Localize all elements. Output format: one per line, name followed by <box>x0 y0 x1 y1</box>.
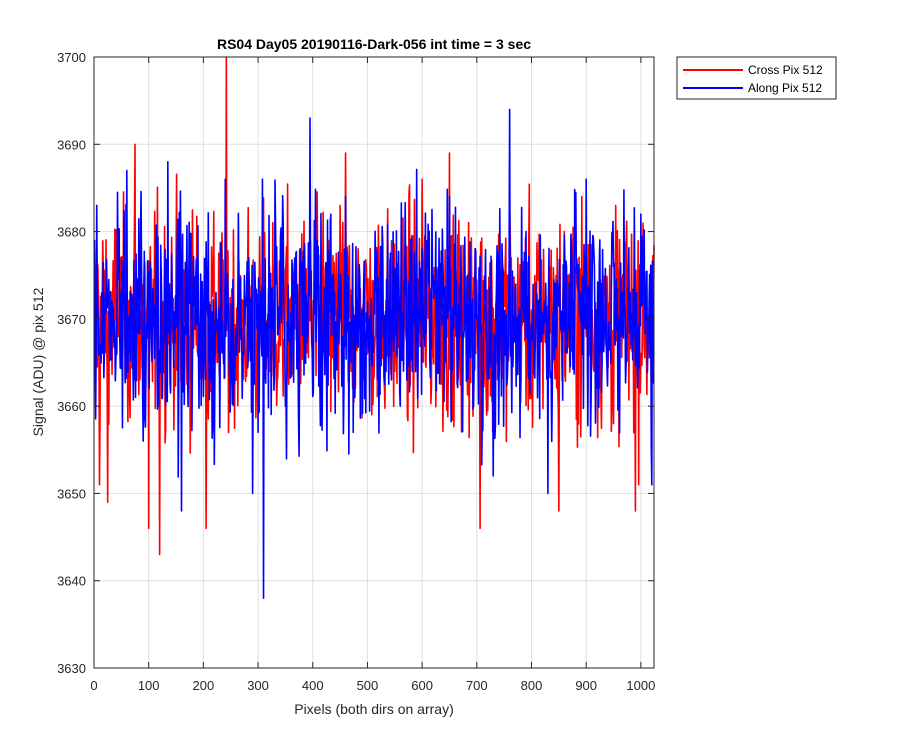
plot-frame <box>93 56 655 669</box>
x-tick-label: 300 <box>247 678 269 693</box>
y-tick-label: 3670 <box>57 312 86 327</box>
x-tick-label: 700 <box>466 678 488 693</box>
x-tick-label: 400 <box>302 678 324 693</box>
y-tick-label: 3700 <box>57 50 86 65</box>
x-tick-label: 200 <box>193 678 215 693</box>
series-line-along <box>93 108 655 599</box>
ticks: 0 100 200 300 400 500 600 700 800 900 1000 3630 3640… <box>57 50 655 693</box>
x-tick-label: 1000 <box>626 678 655 693</box>
x-tick-label: 800 <box>521 678 543 693</box>
y-tick-label: 3690 <box>57 137 86 152</box>
x-tick-label: 0 <box>90 678 97 693</box>
legend: Cross Pix 512 Along Pix 512 <box>676 56 837 100</box>
x-tick-label: 500 <box>357 678 379 693</box>
x-axis-label: Pixels (both dirs on array) <box>294 701 454 717</box>
x-tick-label: 600 <box>411 678 433 693</box>
chart-title: RS04 Day05 20190116-Dark-056 int time = … <box>217 36 531 52</box>
x-tick-label: 100 <box>138 678 160 693</box>
y-axis-label: Signal (ADU) @ pix 512 <box>30 287 46 436</box>
y-tick-label: 3630 <box>57 661 86 676</box>
y-tick-label: 3680 <box>57 225 86 240</box>
y-tick-label: 3660 <box>57 399 86 414</box>
y-tick-label: 3650 <box>57 486 86 501</box>
x-tick-label: 900 <box>575 678 597 693</box>
legend-box <box>676 56 837 100</box>
series-layer <box>93 56 655 599</box>
y-tick-label: 3640 <box>57 574 86 589</box>
legend-label-cross: Cross Pix 512 <box>748 63 823 77</box>
legend-label-along: Along Pix 512 <box>748 81 822 95</box>
